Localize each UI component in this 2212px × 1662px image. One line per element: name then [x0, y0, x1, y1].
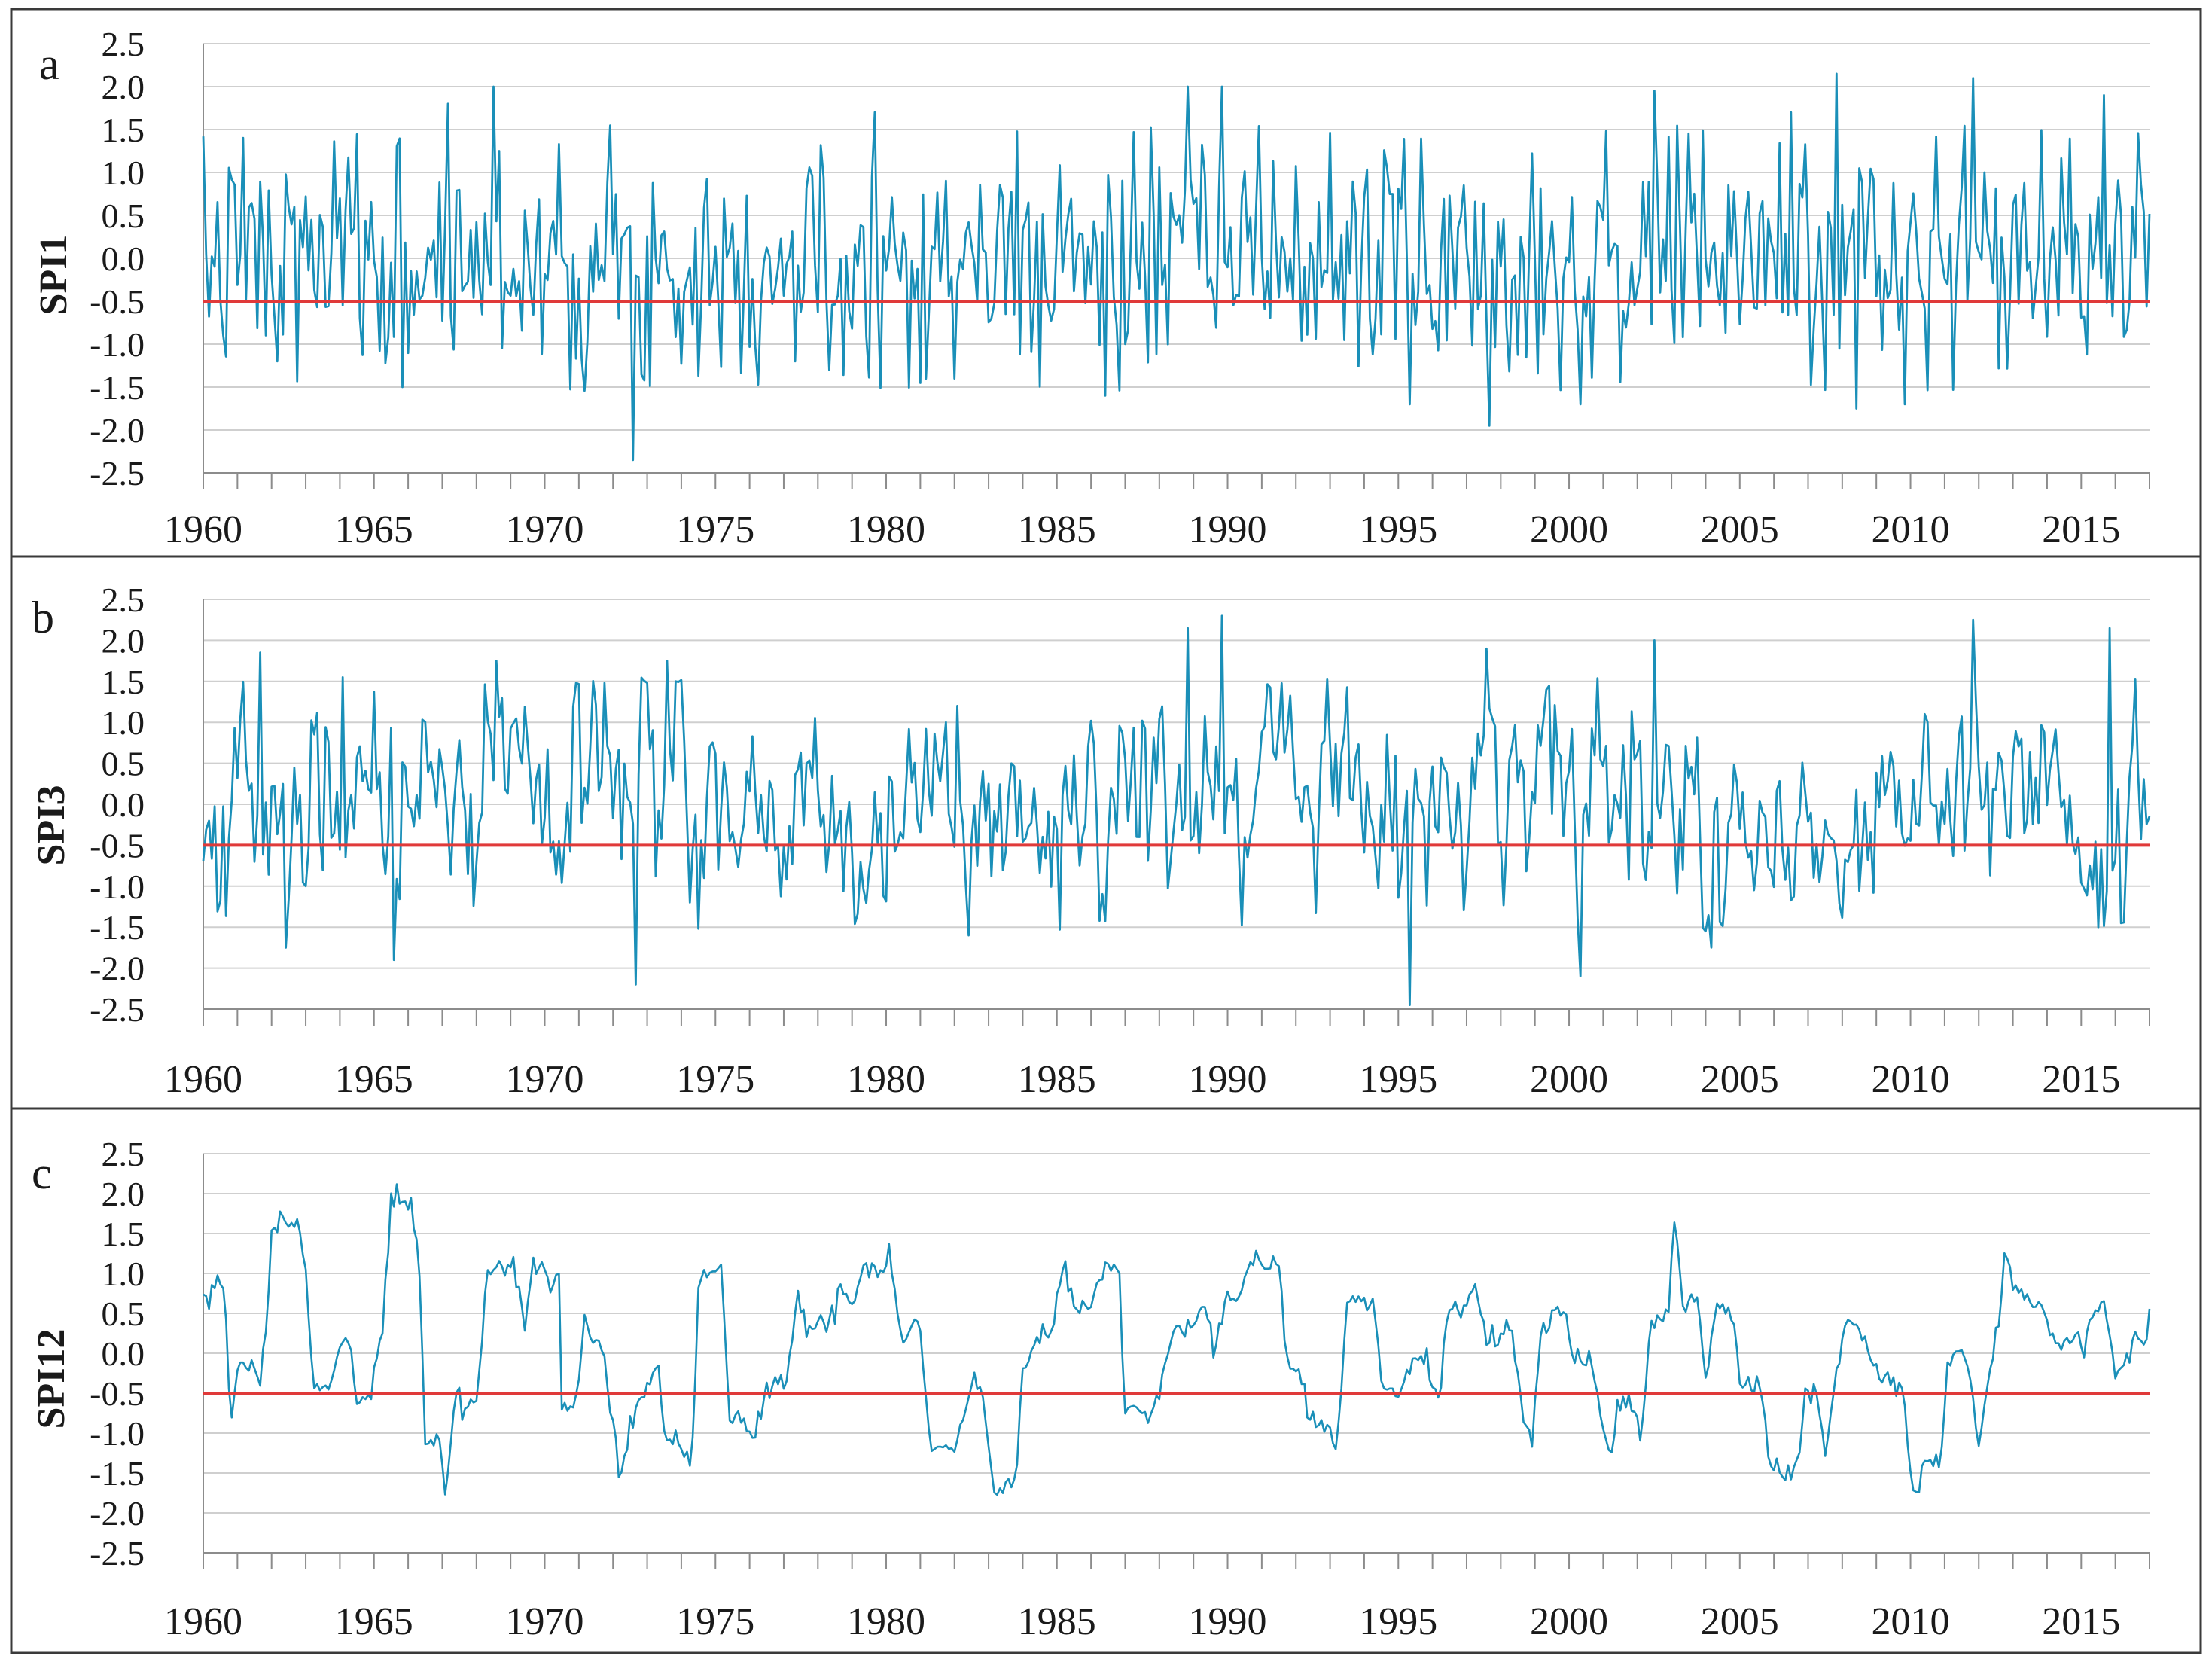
y-tick-label: 2.5: [102, 581, 145, 619]
x-tick-label: 1960: [164, 508, 242, 551]
y-tick-label: 1.0: [102, 703, 145, 742]
x-tick-label: 2010: [1872, 1058, 1950, 1101]
x-tick-label: 1975: [676, 508, 754, 551]
y-tick-label: 0.5: [102, 1295, 145, 1333]
x-tick-label: 2015: [2042, 1600, 2120, 1643]
x-tick-label: 1965: [335, 508, 413, 551]
x-tick-label: 1995: [1359, 1058, 1437, 1101]
x-tick-label: 2005: [1701, 508, 1779, 551]
y-tick-label: -2.5: [90, 1534, 145, 1572]
panel-frame: [10, 1107, 2202, 1654]
y-tick-label: 1.0: [102, 154, 145, 192]
x-tick-label: 1965: [335, 1058, 413, 1101]
x-ticks: [203, 1009, 2150, 1026]
y-tick-label: -1.0: [90, 868, 145, 906]
y-tick-label: -2.5: [90, 990, 145, 1029]
x-tick-label: 1965: [335, 1600, 413, 1643]
x-tick-label: 1960: [164, 1058, 242, 1101]
x-tick-label: 2000: [1530, 508, 1608, 551]
x-tick-label: 1960: [164, 1600, 242, 1643]
x-tick-label: 2010: [1872, 1600, 1950, 1643]
x-tick-label: 1990: [1189, 1600, 1267, 1643]
panel-c-spi12: c SPI12 2.52.01.51.00.50.0-0.5-1.0-1.5-2…: [10, 1107, 2202, 1654]
y-tick-label: -0.5: [90, 826, 145, 865]
x-tick-label: 1970: [506, 1600, 584, 1643]
x-tick-label: 2015: [2042, 1058, 2120, 1101]
y-tick-labels: 2.52.01.51.00.50.0-0.5-1.0-1.5-2.0-2.5: [90, 581, 145, 1029]
x-tick-labels: 1960 1965 1970 1975 1980 1985 1990 1995 2000 2005…: [164, 508, 2120, 551]
panel-a-spi1: a SPI1 2.5 2.0 1.5 1.0 0.5 0.0 -0.5 -1.0 -1.5 -2.…: [10, 8, 2202, 558]
x-tick-label: 1975: [676, 1600, 754, 1643]
x-tick-label: 1970: [506, 1058, 584, 1101]
x-tick-label: 1990: [1189, 508, 1267, 551]
plot-area: 2.52.01.51.00.50.0-0.5-1.0-1.5-2.0-2.5 19…: [90, 1135, 2151, 1643]
y-tick-label: 2.5: [102, 25, 145, 63]
y-tick-label: -1.5: [90, 368, 145, 407]
x-tick-label: 1995: [1359, 1600, 1437, 1643]
series-line-spi12: [203, 1183, 2151, 1496]
plot-area: 2.5 2.0 1.5 1.0 0.5 0.0 -0.5 -1.0 -1.5 -2.0 -2.5 19…: [90, 25, 2151, 551]
x-tick-label: 2010: [1872, 508, 1950, 551]
series-line-spi1: [202, 72, 2151, 462]
y-tick-label: -1.0: [90, 325, 145, 364]
y-tick-label: 0.0: [102, 1334, 145, 1373]
panel-label: c: [32, 1148, 52, 1198]
series-line-spi3: [202, 614, 2151, 1006]
y-tick-label: -2.0: [90, 950, 145, 988]
panel-label: b: [32, 593, 54, 642]
x-tick-label: 1980: [847, 508, 925, 551]
y-tick-label: 2.0: [102, 68, 145, 106]
y-tick-label: 0.0: [102, 785, 145, 824]
y-tick-label: 1.5: [102, 663, 145, 701]
x-tick-label: 2015: [2042, 508, 2120, 551]
y-tick-label: 2.0: [102, 1175, 145, 1213]
y-axis-label: SPI1: [32, 235, 75, 316]
x-tick-label: 1985: [1018, 1600, 1096, 1643]
y-tick-label: 0.5: [102, 745, 145, 783]
x-tick-label: 2005: [1701, 1600, 1779, 1643]
x-tick-label: 2000: [1530, 1600, 1608, 1643]
x-tick-label: 2000: [1530, 1058, 1608, 1101]
y-tick-label: 1.5: [102, 1215, 145, 1253]
gridlines: [203, 1153, 2150, 1554]
y-tick-label: 2.0: [102, 621, 145, 660]
y-tick-label: -1.0: [90, 1414, 145, 1453]
x-tick-label: 1995: [1359, 508, 1437, 551]
x-tick-label: 1985: [1018, 1058, 1096, 1101]
y-axis-label: SPI12: [30, 1329, 73, 1429]
panel-label: a: [39, 39, 59, 89]
x-tick-label: 1975: [676, 1058, 754, 1101]
panel-b-spi3: b SPI3 2.52.01.51.00.50.0-0.5-1.0-1.5-2.…: [10, 555, 2202, 1110]
y-tick-label: -2.5: [90, 454, 145, 493]
x-tick-label: 1990: [1189, 1058, 1267, 1101]
x-tick-labels: 1960 1965 1970 1975 1980 1985 1990 1995 2000 2005…: [164, 1600, 2120, 1643]
y-tick-labels: 2.5 2.0 1.5 1.0 0.5 0.0 -0.5 -1.0 -1.5 -2.0 -2.5: [90, 25, 145, 493]
y-tick-label: 0.0: [102, 239, 145, 278]
x-tick-label: 1970: [506, 508, 584, 551]
plot-area: 2.52.01.51.00.50.0-0.5-1.0-1.5-2.0-2.5 19…: [90, 581, 2151, 1101]
x-tick-labels: 1960 1965 1970 1975 1980 1985 1990 1995 2000 2005…: [164, 1058, 2120, 1101]
y-tick-label: -2.0: [90, 411, 145, 450]
y-tick-label: 1.5: [102, 111, 145, 149]
x-tick-label: 2005: [1701, 1058, 1779, 1101]
y-axis-label: SPI3: [30, 785, 73, 866]
x-ticks: [203, 1553, 2150, 1569]
y-tick-label: -1.5: [90, 908, 145, 947]
y-tick-label: 0.5: [102, 197, 145, 235]
y-tick-labels: 2.52.01.51.00.50.0-0.5-1.0-1.5-2.0-2.5: [90, 1135, 145, 1572]
y-tick-label: 1.0: [102, 1255, 145, 1293]
x-tick-label: 1980: [847, 1600, 925, 1643]
y-tick-label: -0.5: [90, 282, 145, 321]
y-tick-label: -1.5: [90, 1454, 145, 1493]
x-tick-label: 1985: [1018, 508, 1096, 551]
x-ticks: [203, 473, 2150, 489]
y-tick-label: -0.5: [90, 1374, 145, 1413]
y-tick-label: 2.5: [102, 1135, 145, 1173]
y-tick-label: -2.0: [90, 1494, 145, 1532]
x-tick-label: 1980: [847, 1058, 925, 1101]
